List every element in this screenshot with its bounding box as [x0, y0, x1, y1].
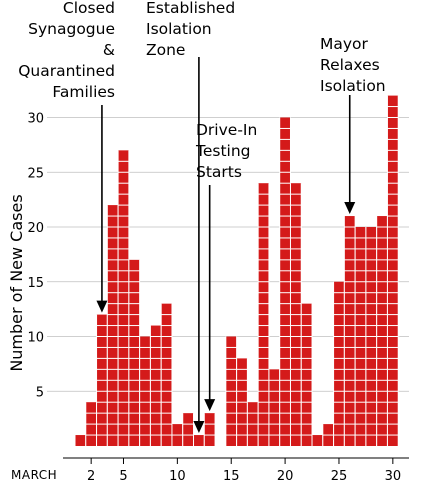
- annotation-arrow: [204, 185, 216, 412]
- bar: [354, 227, 367, 446]
- x-axis-month-label: MARCH: [11, 468, 57, 482]
- bar-fill: [75, 435, 86, 446]
- annotation-drive-in-testing: Drive-In Testing Starts: [196, 121, 258, 181]
- bar-fill: [333, 281, 345, 446]
- bar: [333, 281, 345, 446]
- y-tick-label: 15: [27, 276, 44, 291]
- bar-fill: [161, 303, 172, 446]
- bar: [257, 183, 270, 446]
- annotation-synagogue: Closed Synagogue & Quarantined Families: [18, 0, 115, 101]
- bar: [74, 435, 87, 446]
- bar: [160, 303, 173, 446]
- bar-fill: [204, 413, 216, 446]
- bar: [289, 183, 302, 446]
- x-tick-label: 30: [385, 469, 402, 484]
- annotation-isolation-zone: Established Isolation Zone: [146, 0, 236, 59]
- bar-fill: [182, 413, 194, 446]
- y-tick-label: 20: [27, 221, 44, 236]
- bar: [128, 259, 141, 446]
- bar: [117, 150, 130, 446]
- annotation-arrow: [193, 57, 205, 434]
- annotation-arrow: [344, 95, 356, 215]
- bar: [96, 314, 108, 446]
- bar-fill: [376, 216, 388, 446]
- bar: [149, 325, 162, 446]
- y-tick-label: 25: [27, 166, 44, 181]
- bar: [343, 216, 356, 446]
- bar: [139, 336, 151, 446]
- x-axis: 2 5 10 15 20 25 30: [63, 457, 409, 484]
- bar-fill: [150, 325, 162, 446]
- y-axis-title: Number of New Cases: [7, 194, 26, 371]
- bars: [74, 95, 399, 446]
- y-tick-label: 5: [36, 385, 44, 400]
- y-tick-label: 10: [27, 331, 44, 346]
- bar: [311, 435, 324, 446]
- x-tick-label: 25: [331, 469, 348, 484]
- bar: [106, 205, 119, 446]
- x-tick-label: 5: [119, 469, 127, 484]
- bar: [225, 336, 238, 446]
- bar: [85, 402, 98, 446]
- annotation-arrows: [96, 57, 356, 434]
- x-tick-label: 15: [223, 469, 240, 484]
- bar: [171, 424, 184, 446]
- x-tick-label: 2: [87, 469, 95, 484]
- bar: [300, 303, 313, 446]
- bar: [203, 413, 216, 446]
- bar-fill: [193, 435, 205, 446]
- bar: [193, 435, 205, 446]
- annotation-mayor-relaxes: Mayor Relaxes Isolation: [320, 35, 386, 95]
- bar-fill: [312, 435, 323, 446]
- bar: [246, 402, 259, 446]
- y-tick-label: 30: [27, 112, 44, 127]
- bar-fill: [268, 369, 280, 446]
- bar: [182, 413, 195, 446]
- bar: [322, 424, 335, 446]
- bar: [376, 216, 388, 446]
- bar-fill: [301, 303, 313, 446]
- x-tick-label: 20: [277, 469, 294, 484]
- bar: [386, 95, 399, 446]
- bar-fill: [344, 216, 356, 446]
- bar: [279, 117, 291, 446]
- bar: [365, 227, 378, 446]
- bar-fill: [128, 259, 140, 446]
- x-tick-label: 10: [169, 469, 186, 484]
- bar: [268, 369, 281, 446]
- bar-fill: [118, 150, 129, 446]
- annotation-arrow: [96, 105, 108, 313]
- bar: [236, 358, 248, 446]
- y-axis: 5 10 15 20 25 30: [27, 112, 44, 401]
